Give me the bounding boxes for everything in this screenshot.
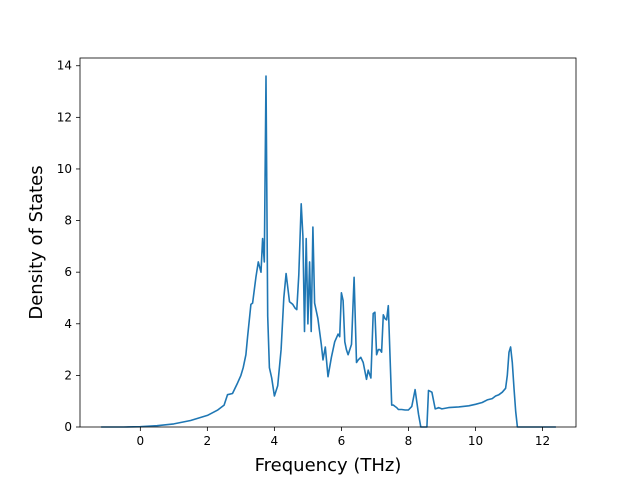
y-axis-label: Density of States: [26, 165, 47, 319]
x-tick-label: 4: [271, 434, 279, 448]
y-axis-ticks: 0 2 4 6 8 10 12 14: [57, 59, 80, 434]
x-tick-label: 2: [204, 434, 212, 448]
x-tick-label: 0: [137, 434, 145, 448]
y-tick-label: 8: [64, 214, 72, 228]
y-tick-label: 4: [64, 317, 72, 331]
x-tick-label: 6: [338, 434, 346, 448]
x-axis-label: Frequency (THz): [255, 455, 402, 476]
dos-series-line: [101, 75, 556, 428]
x-tick-label: 8: [405, 434, 413, 448]
y-tick-label: 2: [64, 368, 72, 382]
plot-background: [80, 58, 576, 427]
plot-frame: [79, 57, 577, 428]
x-axis-ticks: 0 2 4 6 8 10 12: [137, 427, 550, 448]
plot-area: [79, 57, 577, 428]
y-tick-label: 10: [57, 162, 72, 176]
y-tick-label: 6: [64, 265, 72, 279]
x-tick-label: 12: [535, 434, 550, 448]
y-tick-label: 12: [57, 110, 72, 124]
y-tick-label: 0: [64, 420, 72, 434]
y-tick-label: 14: [57, 59, 72, 73]
x-tick-label: 10: [468, 434, 483, 448]
